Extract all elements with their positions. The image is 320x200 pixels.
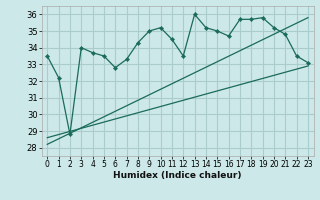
- X-axis label: Humidex (Indice chaleur): Humidex (Indice chaleur): [113, 171, 242, 180]
